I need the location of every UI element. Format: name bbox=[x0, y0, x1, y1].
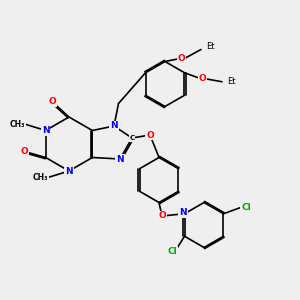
Text: O: O bbox=[21, 147, 28, 156]
Text: O: O bbox=[158, 212, 166, 220]
Text: Et: Et bbox=[227, 77, 235, 86]
Text: O: O bbox=[178, 54, 185, 63]
Text: N: N bbox=[116, 154, 124, 164]
Text: O: O bbox=[49, 98, 56, 106]
Text: N: N bbox=[110, 122, 118, 130]
Text: Cl: Cl bbox=[241, 203, 251, 212]
Text: O: O bbox=[146, 130, 154, 140]
Text: N: N bbox=[179, 208, 187, 217]
Text: CH₃: CH₃ bbox=[33, 172, 48, 182]
Text: C: C bbox=[129, 135, 135, 141]
Text: N: N bbox=[65, 167, 73, 176]
Text: O: O bbox=[199, 74, 206, 83]
Text: Cl: Cl bbox=[168, 247, 177, 256]
Text: CH₃: CH₃ bbox=[9, 120, 25, 129]
Text: N: N bbox=[42, 126, 50, 135]
Text: Et: Et bbox=[206, 42, 214, 51]
